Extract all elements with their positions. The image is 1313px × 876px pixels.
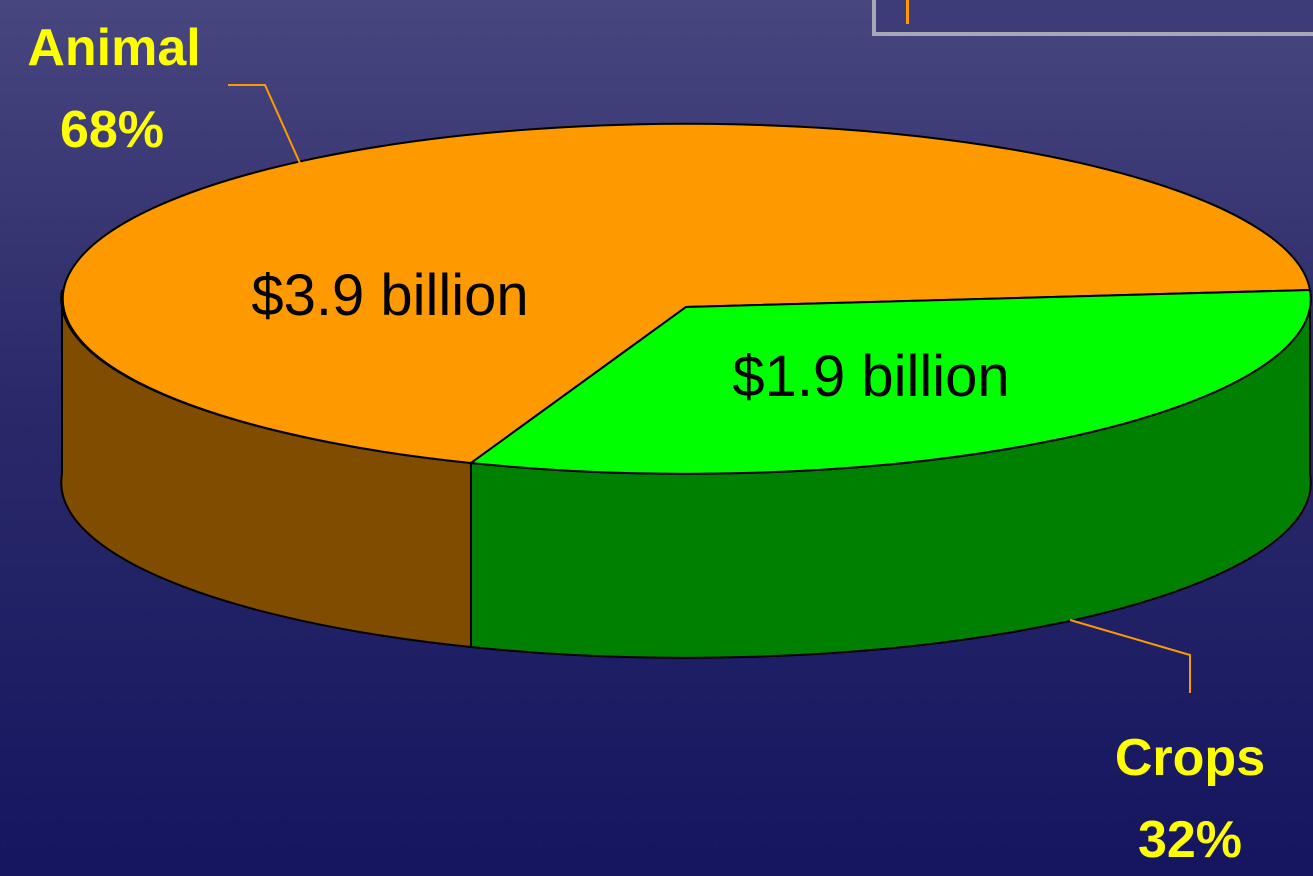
- data-label-crops-value: $1.9 billion: [732, 344, 1009, 409]
- data-label-crops-category: Crops: [1115, 729, 1265, 787]
- leader-line-crops: [1069, 619, 1191, 693]
- leader-line-animal: [228, 84, 304, 171]
- data-label-crops-percent: 32%: [1138, 811, 1242, 869]
- data-label-animal-percent: 68%: [60, 101, 164, 159]
- pie-slice-animal: [61, 122, 1312, 465]
- data-label-animal-category: Animal: [27, 19, 200, 77]
- legend-mark: [906, 0, 909, 24]
- data-label-animal-value: $3.9 billion: [251, 263, 528, 328]
- pie-slice-crops: [468, 288, 1312, 475]
- legend-box: [872, 0, 1313, 36]
